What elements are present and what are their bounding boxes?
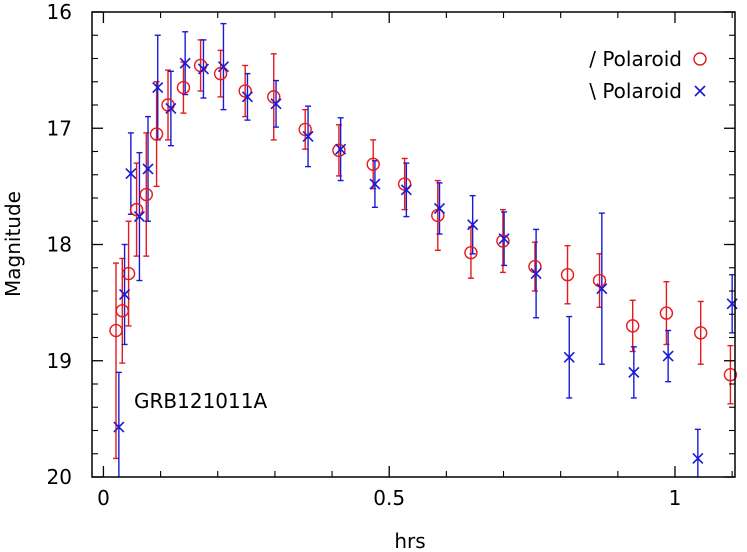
legend-label: / Polaroid: [589, 47, 682, 71]
cross-stroke: [662, 350, 674, 362]
cross-stroke: [563, 351, 575, 363]
data-point-circle: [213, 66, 228, 81]
cross-stroke: [142, 163, 154, 175]
data-point-cross: [217, 61, 230, 73]
legend: / Polaroid \ Polaroid: [589, 47, 707, 103]
data-point-cross: [125, 168, 137, 180]
y-tick-label: 20: [47, 465, 72, 489]
tick-layer: 0 0.5 1 16 17 18 19 20: [47, 0, 735, 510]
data-point-cross: [369, 178, 381, 190]
cross-stroke: [217, 61, 230, 73]
data-point-cross: [165, 102, 177, 115]
legend-marker-cross: [694, 85, 706, 97]
data-point-cross: [628, 366, 640, 378]
cross-stroke: [692, 452, 704, 464]
data-point-circle: [464, 245, 478, 260]
cross-stroke: [119, 288, 131, 301]
data-point-circle: [625, 319, 640, 333]
data-point-cross: [179, 57, 191, 69]
data-point-circle: [149, 127, 164, 141]
data-point-circle: [121, 266, 136, 281]
data-point-cross: [270, 98, 282, 110]
cross-stroke: [125, 168, 137, 180]
data-point-circle: [496, 234, 510, 248]
data-point-cross: [530, 267, 542, 280]
plot-frame: [91, 11, 736, 478]
data-point-cross: [197, 63, 210, 75]
y-tick-label: 17: [47, 116, 72, 140]
data-point-circle: [176, 80, 191, 95]
cross-stroke: [133, 211, 146, 223]
cross-stroke: [369, 178, 381, 190]
data-point-cross: [152, 81, 164, 94]
data-point-circle: [694, 326, 708, 340]
y-tick-label: 16: [47, 0, 72, 24]
x-tick-label: 1: [669, 486, 682, 510]
data-point-circle: [659, 306, 674, 320]
data-point-circle: [397, 177, 412, 191]
data-point-cross: [335, 143, 347, 155]
data-point-circle: [560, 268, 575, 282]
data-point-circle: [332, 143, 346, 158]
data-point-circle: [298, 122, 312, 137]
cross-stroke: [270, 98, 282, 110]
y-axis-title: Magnitude: [1, 191, 25, 297]
cross-stroke: [113, 421, 125, 433]
data-point-circle: [129, 202, 144, 217]
cross-stroke: [596, 283, 608, 295]
cross-stroke: [400, 184, 412, 196]
annotation-label: GRB121011A: [134, 389, 267, 413]
x-tick-label: 0: [97, 486, 110, 510]
legend-marker-circle: [693, 52, 707, 66]
marker-layer: [109, 57, 738, 464]
data-point-circle: [109, 323, 123, 338]
data-point-circle: [723, 368, 738, 382]
cross-stroke: [335, 143, 347, 155]
data-point-cross: [596, 283, 608, 295]
data-point-cross: [662, 350, 674, 362]
data-point-circle: [267, 90, 281, 104]
cross-stroke: [467, 219, 479, 231]
data-point-cross: [563, 351, 575, 363]
x-axis-title: hrs: [394, 529, 425, 552]
cross-stroke: [628, 366, 640, 378]
cross-stroke: [241, 91, 254, 103]
cross-stroke: [152, 81, 164, 94]
data-point-circle: [366, 157, 380, 171]
x-tick-label: 0.5: [373, 486, 405, 510]
cross-stroke: [694, 85, 706, 97]
legend-label: \ Polaroid: [589, 79, 682, 103]
data-point-circle: [238, 84, 252, 98]
cross-stroke: [165, 102, 177, 115]
data-point-cross: [400, 184, 412, 196]
cross-stroke: [498, 233, 510, 245]
data-point-cross: [113, 421, 125, 433]
cross-stroke: [179, 57, 191, 69]
y-tick-label: 19: [47, 349, 72, 373]
cross-stroke: [197, 63, 210, 75]
data-point-cross: [142, 163, 154, 175]
data-point-cross: [119, 288, 131, 301]
data-point-cross: [692, 452, 704, 464]
data-point-cross: [302, 130, 314, 142]
data-point-cross: [241, 91, 254, 103]
data-point-cross: [133, 211, 146, 223]
data-point-cross: [433, 202, 446, 215]
cross-stroke: [302, 130, 314, 142]
y-tick-label: 18: [47, 233, 72, 257]
data-point-cross: [498, 233, 510, 245]
data-point-circle: [139, 187, 153, 202]
data-point-cross: [467, 219, 479, 231]
data-point-circle: [115, 304, 129, 318]
cross-stroke: [433, 202, 446, 215]
cross-stroke: [530, 267, 542, 280]
